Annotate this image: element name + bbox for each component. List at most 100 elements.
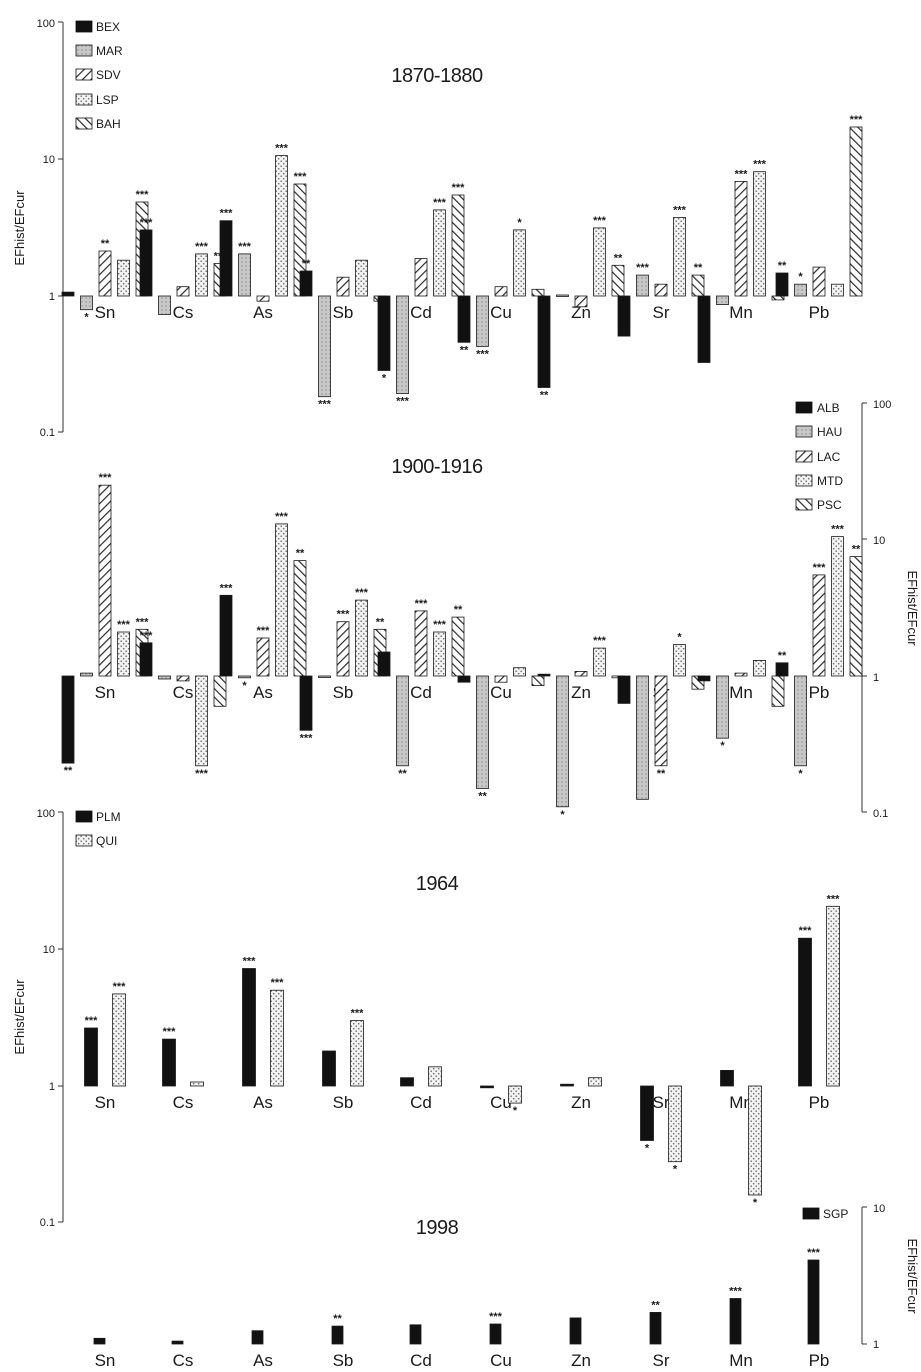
significance-label-bex-pb: ** <box>778 260 787 272</box>
bar-hau-cu <box>476 675 489 789</box>
legend: PLM QUI <box>75 810 121 848</box>
bar-qui-mn <box>748 1085 762 1196</box>
bar-qui-sr <box>668 1085 682 1163</box>
bar-alb-sr <box>617 675 631 704</box>
bar-mar-mn <box>716 295 729 306</box>
bar-mar-zn <box>556 294 569 297</box>
bar-hau-as <box>238 675 251 679</box>
bar-plm-sb <box>322 1050 336 1087</box>
plot-area-1870-1880: Sn******Cs*********As************Sb*****… <box>61 114 863 411</box>
bar-sgp-as <box>251 1330 264 1345</box>
significance-label-qui-as: *** <box>271 977 285 989</box>
panel-title: 1870-1880 <box>391 65 483 87</box>
y-axis-title: EFhist/EFcur <box>905 570 920 646</box>
category-label-cd: Cd <box>410 303 432 322</box>
bar-sdv-cs <box>176 286 190 297</box>
legend-swatch-hau <box>795 425 813 438</box>
bar-mtd-sb <box>355 599 368 677</box>
significance-label-sgp-sb: ** <box>333 1313 342 1325</box>
y-axis-title: EFhist/EFcur <box>12 979 27 1055</box>
significance-label-mar-sr: *** <box>636 262 650 274</box>
bar-psc-as <box>293 560 307 677</box>
bar-psc-cu <box>531 675 545 687</box>
bar-mtd-mn <box>753 660 766 677</box>
y-tick-label: 10 <box>873 535 885 547</box>
y-tick-label: 1 <box>873 1339 879 1351</box>
bar-alb-pb <box>775 662 789 677</box>
category-label-zn: Zn <box>571 1351 591 1370</box>
bar-plm-cu <box>480 1085 494 1089</box>
category-label-pb: Pb <box>809 1093 830 1112</box>
significance-label-mar-sb: *** <box>318 399 332 411</box>
significance-label-mar-sn: * <box>84 312 89 324</box>
bar-hau-cd <box>396 675 409 767</box>
bar-mtd-cd <box>433 631 446 677</box>
bar-psc-cs <box>213 675 227 707</box>
y-tick-label: 1 <box>873 672 879 684</box>
bar-sgp-cs <box>171 1340 184 1345</box>
legend-swatch-qui <box>75 834 93 847</box>
bar-hau-pb <box>794 675 807 767</box>
bar-sgp-mn <box>729 1298 742 1345</box>
significance-label-bex-sb: ** <box>302 258 311 270</box>
category-label-cs: Cs <box>173 1093 194 1112</box>
category-label-cu: Cu <box>490 1351 512 1370</box>
plot-area-1998: Sn Cs As Sb ** Cd Cu *** Zn Sr ** Mn *** Pb *** <box>93 1247 829 1370</box>
y-tick-label: 100 <box>873 399 891 411</box>
significance-label-sgp-sr: ** <box>651 1299 660 1311</box>
bar-lac-mn <box>734 672 748 677</box>
bar-bex-cs <box>139 229 153 297</box>
bar-sdv-zn <box>574 295 588 308</box>
significance-label-qui-pb: *** <box>827 893 841 905</box>
significance-label-hau-pb: * <box>798 768 803 780</box>
significance-label-mtd-zn: *** <box>593 635 607 647</box>
bar-bah-cu <box>531 288 545 297</box>
significance-label-mar-cu: *** <box>476 348 490 360</box>
significance-label-alb-as: *** <box>220 582 234 594</box>
bar-mar-sr <box>636 274 649 297</box>
significance-label-sgp-mn: *** <box>729 1286 743 1298</box>
bar-psc-mn <box>771 675 785 707</box>
significance-label-bah-as: *** <box>294 171 308 183</box>
significance-label-lsp-cs: *** <box>195 241 209 253</box>
y-tick-label: 0.1 <box>40 427 55 439</box>
y-axis-title: EFhist/EFcur <box>12 190 27 266</box>
legend-swatch-bah <box>75 117 93 130</box>
legend-label-mar: MAR <box>96 44 123 58</box>
significance-label-lac-cd: *** <box>415 598 429 610</box>
bar-qui-sn <box>112 993 126 1087</box>
bar-mar-pb <box>794 283 807 297</box>
legend-swatch-sgp <box>802 1207 820 1220</box>
panel-title: 1900-1916 <box>391 456 483 478</box>
legend-swatch-lac <box>795 450 813 463</box>
bar-plm-pb <box>798 937 812 1087</box>
bar-sgp-zn <box>569 1317 582 1345</box>
bar-mtd-zn <box>593 647 606 677</box>
bar-mar-sb <box>318 295 331 398</box>
significance-label-alb-sn: ** <box>64 765 73 777</box>
legend-swatch-bex <box>75 20 93 33</box>
bar-hau-mn <box>716 675 729 739</box>
bar-hau-sb <box>318 675 331 678</box>
bar-bex-mn <box>697 295 711 363</box>
bar-sgp-cd <box>409 1324 422 1345</box>
bar-alb-sb <box>299 675 313 731</box>
bar-bah-sr <box>691 274 705 297</box>
category-label-as: As <box>253 303 273 322</box>
bar-mtd-as <box>275 523 288 677</box>
bar-plm-cs <box>162 1038 176 1087</box>
significance-label-hau-cd: ** <box>398 768 407 780</box>
category-label-mn: Mn <box>729 1351 753 1370</box>
y-tick-label: 10 <box>43 154 55 166</box>
bar-bah-zn <box>611 264 625 297</box>
bar-plm-zn <box>560 1083 574 1087</box>
significance-label-hau-as: * <box>242 680 247 692</box>
legend-swatch-plm <box>75 810 93 823</box>
bar-plm-mn <box>720 1070 734 1087</box>
bar-lac-pb <box>812 574 826 677</box>
legend-label-qui: QUI <box>96 834 117 848</box>
bar-alb-cs <box>139 642 153 677</box>
bar-plm-sn <box>84 1027 98 1087</box>
bar-lac-sr <box>654 675 668 767</box>
legend-label-plm: PLM <box>96 810 121 824</box>
